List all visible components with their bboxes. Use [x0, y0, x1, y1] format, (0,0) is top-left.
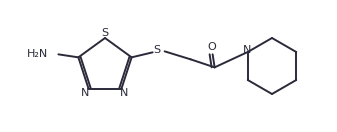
Text: N: N — [243, 45, 251, 55]
Text: S: S — [153, 45, 160, 55]
Text: H₂N: H₂N — [27, 49, 49, 59]
Text: N: N — [81, 88, 90, 98]
Text: N: N — [120, 88, 129, 98]
Text: O: O — [207, 42, 216, 52]
Text: S: S — [101, 28, 109, 38]
